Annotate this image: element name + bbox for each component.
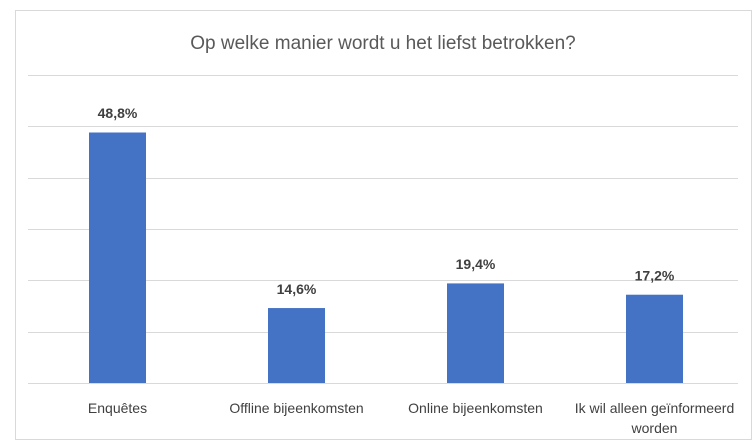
- bar: [268, 308, 325, 383]
- x-tick-label: Online bijeenkomsten: [408, 400, 543, 416]
- chart-title: Op welke manier wordt u het liefst betro…: [190, 33, 575, 54]
- value-label: 17,2%: [635, 267, 675, 283]
- bar: [626, 294, 683, 383]
- value-label: 19,4%: [456, 256, 496, 272]
- value-label: 14,6%: [277, 281, 317, 297]
- x-tick-label: Offline bijeenkomsten: [229, 400, 364, 416]
- value-label: 48,8%: [98, 105, 138, 121]
- x-tick-label: Enquêtes: [87, 400, 148, 416]
- bar: [447, 283, 504, 383]
- x-tick-label: Ik wil alleen geïnformeerd worden: [574, 400, 735, 436]
- bar: [89, 132, 146, 383]
